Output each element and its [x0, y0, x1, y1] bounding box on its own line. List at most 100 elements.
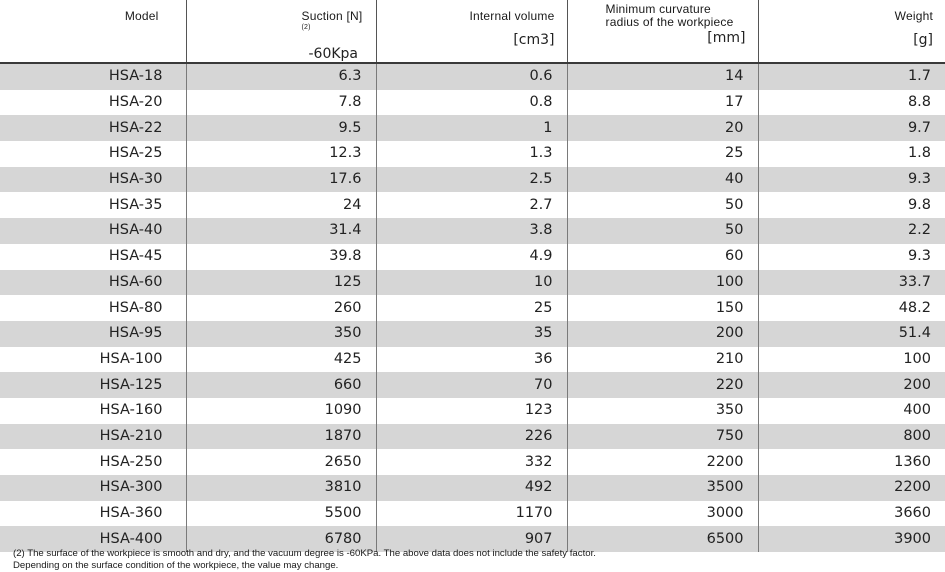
radius-cell: 200	[566, 320, 758, 347]
table-row: HSA-300 3810 492 3500 2200	[0, 475, 945, 501]
radius-cell: 220	[566, 372, 758, 398]
model-cell: HSA-20	[0, 89, 186, 116]
column-header-volume: Internal volume [cm3]	[375, 0, 567, 64]
weight-cell: 8.8	[757, 89, 945, 116]
table-row: HSA-210 1870 226 750 800	[0, 423, 945, 450]
radius-cell: 60	[566, 243, 758, 270]
radius-cell: 2200	[566, 449, 758, 475]
weight-cell: 9.7	[757, 115, 945, 142]
table-row: HSA-100 425 36 210 100	[0, 346, 945, 373]
radius-cell: 3500	[566, 475, 758, 501]
table-row: HSA-80 260 25 150 48.2	[0, 295, 945, 321]
radius-cell: 100	[566, 269, 758, 296]
table-body: HSA-18 6.3 0.6 14 1.7 HSA-20 7.8 0.8 17 8.8 HSA-…	[0, 63, 945, 553]
column-header-model: Model	[0, 0, 186, 64]
radius-cell: 150	[566, 295, 758, 321]
radius-cell: 210	[566, 346, 758, 373]
weight-cell: 3900	[757, 526, 945, 553]
volume-cell: 1	[375, 115, 567, 142]
model-cell: HSA-400	[0, 526, 186, 553]
specification-table: Model Suction [N](2) -60Kpa Internal vol…	[0, 0, 945, 553]
table-row: HSA-40 31.4 3.8 50 2.2	[0, 218, 945, 244]
suction-cell: 12.3	[185, 141, 376, 167]
volume-cell: 226	[375, 423, 567, 450]
model-cell: HSA-18	[0, 63, 186, 90]
volume-cell: 123	[375, 397, 567, 424]
suction-cell: 350	[185, 320, 376, 347]
volume-cell: 70	[375, 372, 567, 398]
table-row: HSA-360 5500 1170 3000 3660	[0, 500, 945, 527]
radius-cell: 350	[566, 397, 758, 424]
radius-cell: 40	[566, 166, 758, 193]
suction-cell: 425	[185, 346, 376, 373]
model-cell: HSA-30	[0, 166, 186, 193]
suction-cell: 5500	[185, 500, 376, 527]
weight-cell: 2.2	[757, 218, 945, 244]
weight-cell: 9.8	[757, 192, 945, 219]
radius-header-unit: [mm]	[707, 30, 746, 46]
table-row: HSA-400 6780 907 6500 3900	[0, 526, 945, 553]
suction-cell: 39.8	[185, 243, 376, 270]
volume-header-label: Internal volume	[469, 9, 555, 23]
suction-cell: 9.5	[185, 115, 376, 142]
header-row: Model Suction [N](2) -60Kpa Internal vol…	[0, 0, 945, 64]
model-cell: HSA-360	[0, 500, 186, 527]
suction-cell: 31.4	[185, 218, 376, 244]
table-row: HSA-20 7.8 0.8 17 8.8	[0, 89, 945, 116]
column-header-radius: Minimum curvature radius of the workpiece…	[566, 0, 758, 64]
suction-cell: 125	[185, 269, 376, 296]
suction-cell: 2650	[185, 449, 376, 475]
radius-cell: 25	[566, 141, 758, 167]
footnotes: (2) The surface of the workpiece is smoo…	[13, 548, 938, 572]
radius-cell: 750	[566, 423, 758, 450]
suction-header-label: Suction [N](2)	[302, 9, 364, 37]
volume-cell: 10	[375, 269, 567, 296]
volume-cell: 25	[375, 295, 567, 321]
radius-cell: 50	[566, 192, 758, 219]
weight-cell: 3660	[757, 500, 945, 527]
volume-cell: 36	[375, 346, 567, 373]
volume-cell: 907	[375, 526, 567, 553]
table-row: HSA-160 1090 123 350 400	[0, 397, 945, 424]
suction-cell: 1090	[185, 397, 376, 424]
radius-cell: 3000	[566, 500, 758, 527]
volume-cell: 0.8	[375, 89, 567, 116]
footnote-line-2: Depending on the surface condition of th…	[13, 560, 339, 571]
weight-cell: 9.3	[757, 166, 945, 193]
suction-cell: 24	[185, 192, 376, 219]
weight-cell: 1.7	[757, 63, 945, 90]
volume-cell: 2.5	[375, 166, 567, 193]
weight-header-label: Weight	[894, 9, 933, 23]
model-cell: HSA-125	[0, 372, 186, 398]
suction-cell: 660	[185, 372, 376, 398]
weight-header-unit: [g]	[913, 32, 933, 48]
table-row: HSA-22 9.5 1 20 9.7	[0, 115, 945, 142]
weight-cell: 200	[757, 372, 945, 398]
table-row: HSA-125 660 70 220 200	[0, 372, 945, 398]
suction-cell: 7.8	[185, 89, 376, 116]
suction-cell: 17.6	[185, 166, 376, 193]
radius-cell: 20	[566, 115, 758, 142]
volume-cell: 332	[375, 449, 567, 475]
model-cell: HSA-25	[0, 141, 186, 167]
model-cell: HSA-35	[0, 192, 186, 219]
volume-header-unit: [cm3]	[513, 32, 555, 48]
table-row: HSA-18 6.3 0.6 14 1.7	[0, 63, 945, 90]
weight-cell: 48.2	[757, 295, 945, 321]
table-row: HSA-25 12.3 1.3 25 1.8	[0, 141, 945, 167]
footnote-line-1: (2) The surface of the workpiece is smoo…	[13, 548, 596, 559]
model-cell: HSA-100	[0, 346, 186, 373]
weight-cell: 1.8	[757, 141, 945, 167]
volume-cell: 0.6	[375, 63, 567, 90]
table-row: HSA-35 24 2.7 50 9.8	[0, 192, 945, 219]
radius-cell: 17	[566, 89, 758, 116]
model-cell: HSA-22	[0, 115, 186, 142]
suction-header-text: Suction [N]	[301, 9, 363, 23]
column-header-suction: Suction [N](2) -60Kpa	[185, 0, 376, 64]
volume-cell: 3.8	[375, 218, 567, 244]
radius-header-line1: Minimum curvature	[605, 2, 711, 16]
weight-cell: 2200	[757, 475, 945, 501]
model-cell: HSA-300	[0, 475, 186, 501]
model-cell: HSA-40	[0, 218, 186, 244]
weight-cell: 800	[757, 423, 945, 450]
